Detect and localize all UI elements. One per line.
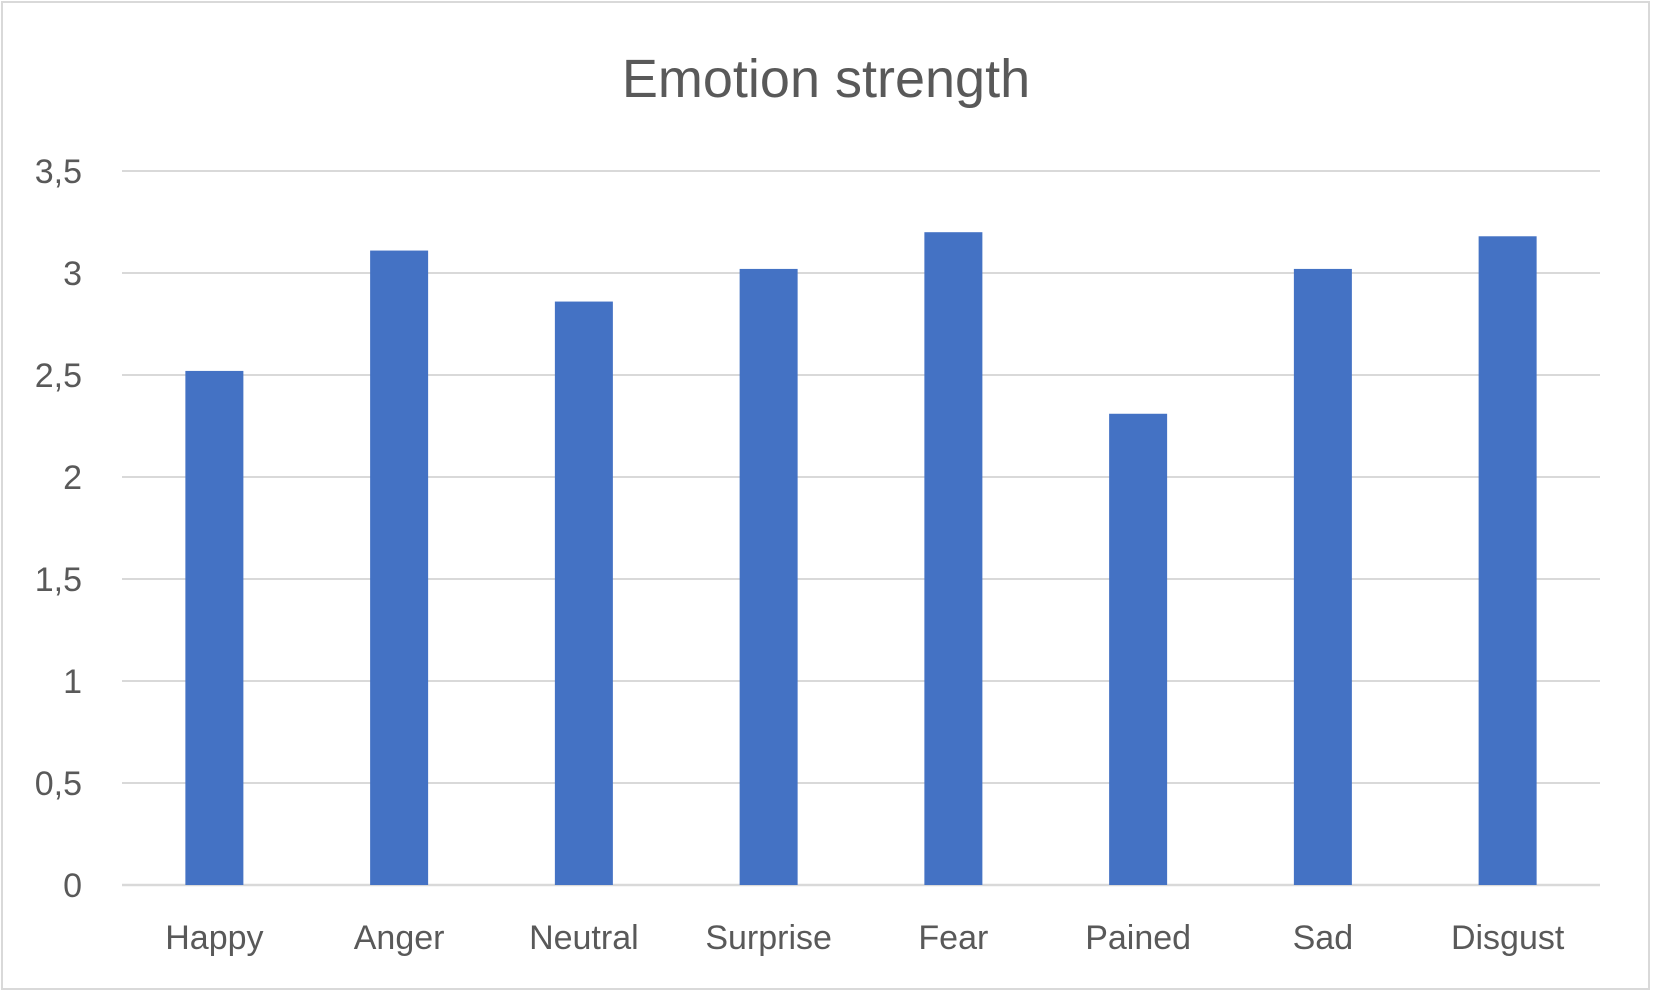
chart-title: Emotion strength [622,49,1030,109]
y-tick-label: 1 [63,663,82,701]
x-axis-categories: Happy Anger Neutral Surprise Fear Pained Sad Di… [165,919,1565,957]
bar-sad [1293,268,1352,885]
x-category-label: Surprise [705,919,832,957]
y-tick-label: 2 [63,459,82,497]
bar-happy [185,370,244,885]
x-category-label: Pained [1085,919,1191,957]
x-category-label: Sad [1293,919,1354,957]
y-tick-label: 0,5 [35,765,82,803]
bar-disgust [1478,236,1537,885]
x-category-label: Neutral [529,919,639,957]
y-tick-label: 0 [63,867,82,905]
y-tick-label: 1,5 [35,561,82,599]
x-category-label: Happy [165,919,263,957]
x-category-label: Disgust [1451,919,1565,957]
y-tick-label: 2,5 [35,357,82,395]
y-tick-label: 3,5 [35,153,82,191]
bar-fear [924,232,983,885]
bar-surprise [739,268,798,885]
gridlines [122,170,1600,887]
x-category-label: Anger [354,919,445,957]
y-axis-ticks: 0 0,5 1 1,5 2 2,5 3 3,5 [35,153,82,905]
bar-pained [1109,413,1168,885]
bar-anger [370,250,429,885]
x-category-label: Fear [918,919,988,957]
y-tick-label: 3 [63,255,82,293]
bars [185,232,1537,885]
bar-neutral [554,301,613,885]
